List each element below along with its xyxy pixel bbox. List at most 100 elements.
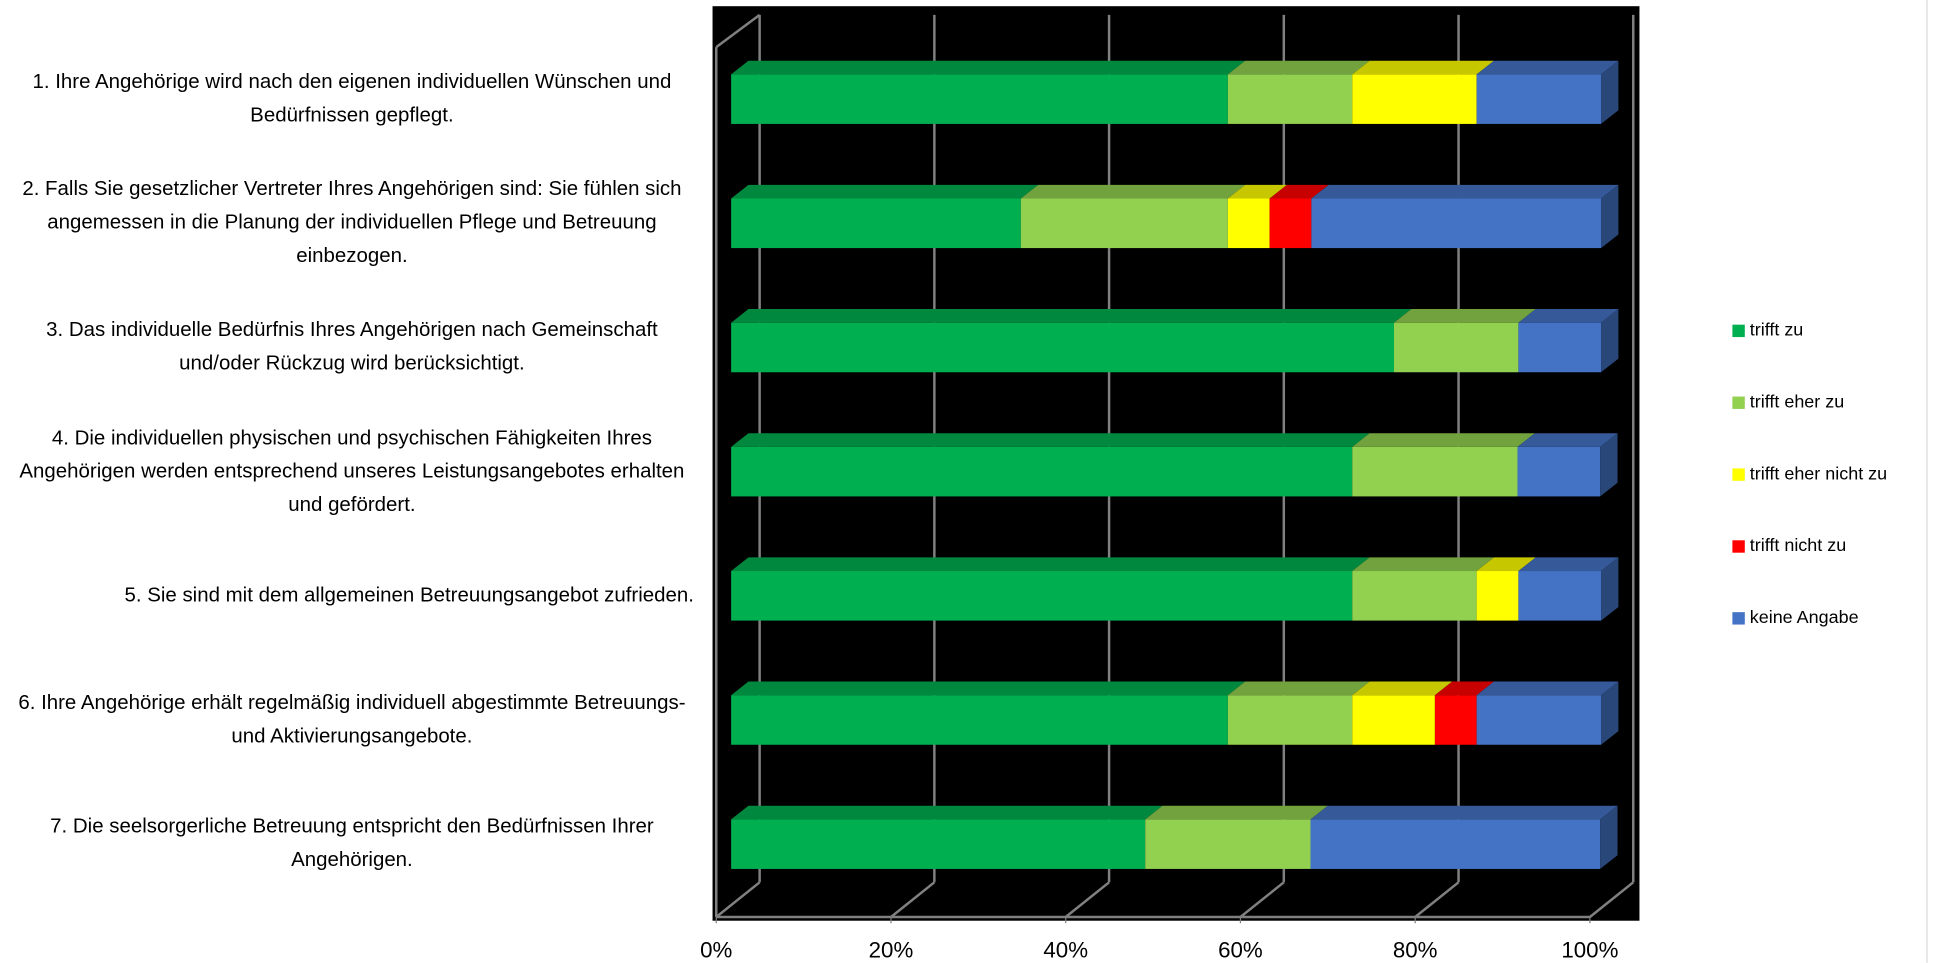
bar-segment (1352, 433, 1535, 497)
bar-top (1476, 60, 1619, 75)
bar-front (1352, 695, 1435, 745)
bar-top (1518, 557, 1619, 572)
bar-segment (1518, 557, 1619, 621)
bar-top (1020, 184, 1246, 199)
grid-floor-line (1589, 881, 1635, 918)
bar-segment (1352, 60, 1494, 124)
bar-front (1145, 819, 1311, 869)
category-label-box: 5. Sie sind mit dem allgemeinen Betreuun… (0, 579, 694, 612)
bar-segment (1394, 309, 1536, 373)
bar-segment (1352, 557, 1494, 621)
bar-front (731, 446, 1353, 497)
left-wall-top (715, 13, 761, 49)
bar-front (731, 819, 1146, 869)
bar-segment (731, 433, 1370, 497)
x-tick-label: 0% (700, 938, 732, 963)
bar-side (1601, 309, 1619, 373)
legend-swatch (1732, 540, 1745, 553)
legend-swatch (1732, 468, 1745, 481)
bar-front (731, 322, 1395, 373)
y-tick-label: 4. Die individuellen physischen und psyc… (19, 426, 685, 516)
bar-segment (1310, 805, 1618, 869)
y-tick-label: 5. Sie sind mit dem allgemeinen Betreuun… (124, 584, 694, 607)
bar-top (1311, 184, 1619, 199)
category-label-box: 6. Ihre Angehörige erhält regelmäßig ind… (0, 687, 694, 754)
bar-top (731, 184, 1039, 199)
grid-floor-line (1064, 881, 1110, 918)
bar-front (1476, 571, 1519, 621)
bar-side (1601, 681, 1619, 745)
bar-top (1476, 557, 1536, 572)
grid-floor-line (715, 881, 761, 918)
grid-floor-line (890, 881, 936, 918)
bar-front (1434, 695, 1477, 745)
bar-segment (731, 557, 1370, 621)
legend-label: trifft eher zu (1750, 391, 1844, 411)
category-label-box: 3. Das individuelle Bedürfnis Ihres Ange… (0, 314, 694, 381)
bar-top (731, 557, 1370, 572)
bar-segment (1476, 681, 1619, 745)
x-tick-label: 20% (869, 938, 914, 963)
x-tick-label: 80% (1393, 938, 1438, 963)
bar-segment (1227, 184, 1287, 249)
bar-segment (1476, 60, 1619, 124)
category-label-box: 2. Falls Sie gesetzlicher Vertreter Ihre… (0, 173, 694, 273)
bar-top (731, 805, 1163, 820)
bar-front (1311, 198, 1602, 249)
bar-top (1227, 60, 1370, 75)
bar-top (1394, 309, 1536, 323)
y-tick-label: 6. Ihre Angehörige erhält regelmäßig ind… (18, 691, 686, 748)
bar-segment (1269, 184, 1329, 249)
bar-front (1310, 819, 1601, 869)
bar-top (1352, 433, 1535, 447)
legend-label: trifft eher nicht zu (1750, 463, 1887, 483)
bar-segment (731, 805, 1163, 869)
bar-top (1227, 681, 1370, 696)
bar-top (1227, 184, 1287, 199)
bar-side (1600, 433, 1618, 497)
bar-segment (1227, 681, 1370, 745)
bar-side (1601, 557, 1619, 621)
bar-segment (731, 184, 1039, 249)
bar-top (1352, 557, 1494, 572)
bar-top (1517, 433, 1618, 447)
bar-front (1518, 322, 1602, 373)
bar-front (731, 571, 1353, 621)
grid-floor-line (1239, 881, 1285, 918)
bar-segment (1518, 309, 1619, 373)
bar-segment (731, 60, 1246, 124)
bar-front (731, 74, 1228, 124)
bar-front (1227, 198, 1270, 249)
bar-front (1227, 74, 1353, 124)
bar-segment (1517, 433, 1618, 497)
legend-label: trifft zu (1750, 320, 1804, 340)
category-label-box: 7. Die seelsorgerliche Betreuung entspri… (0, 811, 694, 878)
bar-segment (1020, 184, 1246, 249)
x-tick-label: 60% (1218, 938, 1263, 963)
y-tick-label: 2. Falls Sie gesetzlicher Vertreter Ihre… (22, 178, 682, 268)
bar-segment (1227, 60, 1370, 124)
bar-top (1352, 60, 1494, 75)
legend-swatch (1732, 396, 1745, 409)
bar-top (1145, 805, 1328, 820)
y-tick-label: 1. Ihre Angehörige wird nach den eigenen… (32, 70, 672, 127)
legend-swatch (1732, 612, 1745, 625)
bar-front (1394, 322, 1519, 373)
bar-front (731, 695, 1228, 745)
bar-segment (1145, 805, 1328, 869)
y-tick-label: 3. Das individuelle Bedürfnis Ihres Ange… (46, 318, 658, 375)
bar-front (1269, 198, 1312, 249)
bar-segment (1311, 184, 1619, 249)
bar-top (1269, 184, 1329, 199)
bar-top (731, 433, 1370, 447)
bar-top (1352, 681, 1453, 696)
bar-segment (1352, 681, 1453, 745)
bar-top (1310, 805, 1618, 820)
bar-front (1476, 695, 1602, 745)
grid-floor-line (1414, 881, 1460, 918)
bar-top (1434, 681, 1494, 696)
bar-segment (731, 681, 1246, 745)
bar-front (1476, 74, 1602, 124)
